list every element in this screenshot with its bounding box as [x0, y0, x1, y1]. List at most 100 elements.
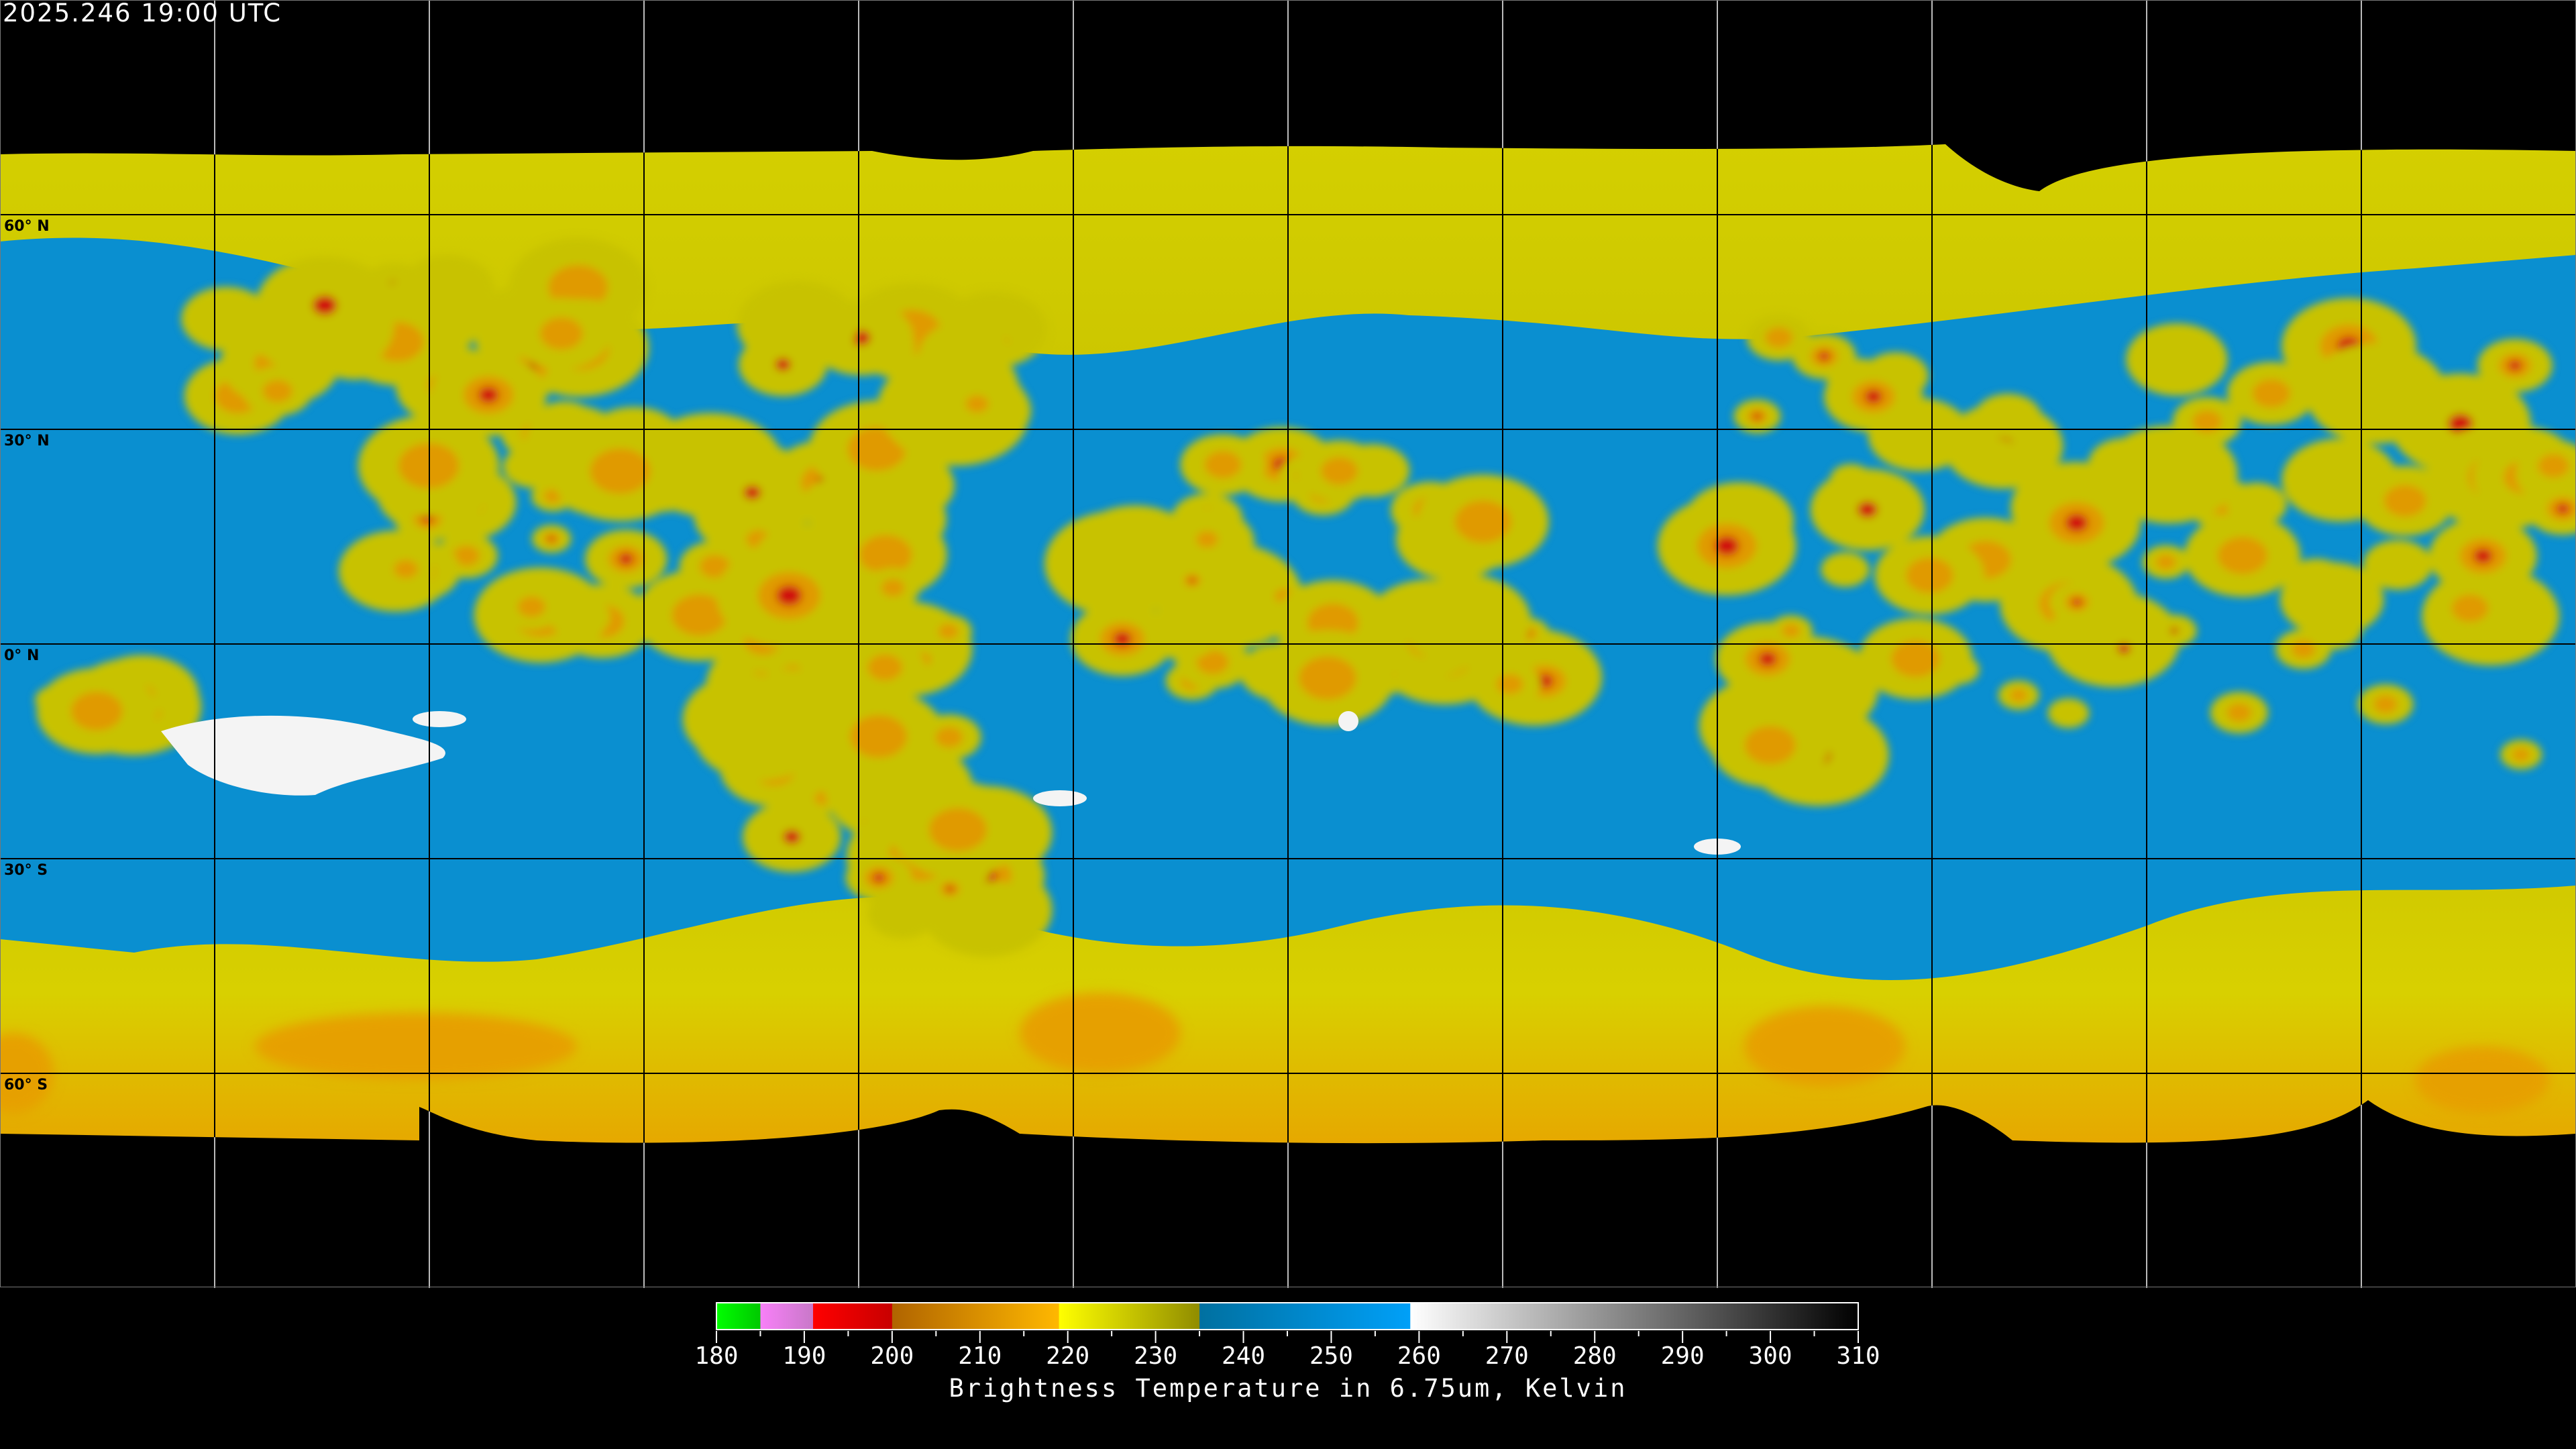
deep-convection-core	[2473, 548, 2493, 564]
lat-label-60n: 60° N	[4, 218, 50, 235]
cloud-cluster	[503, 445, 564, 488]
cold-cloud-top	[2512, 747, 2530, 761]
colorbar-segment	[760, 1303, 814, 1330]
cloud-cluster	[2047, 698, 2090, 729]
deep-convection-core	[1864, 389, 1882, 404]
deep-convection-core	[1113, 631, 1132, 647]
deep-convection-core	[1753, 413, 1762, 420]
colorbar-segment	[716, 1303, 761, 1330]
cold-cloud-top	[1299, 656, 1356, 700]
deep-convection-core	[2170, 627, 2179, 635]
deep-convection-core	[1818, 352, 1830, 361]
deep-convection-core	[743, 485, 761, 500]
cold-cloud-top	[1744, 726, 1796, 765]
cloud-cluster	[181, 286, 271, 351]
lat-label-0n: 0° N	[4, 647, 40, 664]
deep-convection-core	[1758, 651, 1777, 667]
cloud-cluster	[549, 594, 610, 639]
dry-slot-white	[1338, 711, 1358, 731]
cloud-cluster	[2226, 482, 2287, 527]
cold-region	[1020, 993, 1181, 1073]
cold-cloud-top	[1906, 557, 1953, 593]
deep-convection-core	[547, 535, 555, 542]
deep-convection-core	[619, 553, 634, 566]
cold-cloud-top	[2383, 484, 2426, 517]
cold-cloud-top	[850, 715, 908, 758]
cloud-cluster	[2279, 562, 2384, 637]
deep-convection-core	[478, 386, 499, 404]
cold-region	[2415, 1046, 2549, 1114]
cold-cloud-top	[1765, 327, 1793, 348]
colorbar: 180 190 200 210 220 230 240 250 260 270 280 290 300 3…	[694, 1302, 1880, 1370]
cloud-cluster	[1976, 439, 2019, 470]
deep-convection-core	[1714, 536, 1739, 556]
cold-cloud-top	[2252, 379, 2290, 408]
cold-region	[255, 1013, 577, 1080]
deep-convection-core	[873, 873, 885, 883]
cold-cloud-top	[2373, 695, 2398, 714]
cold-cloud-top	[2451, 594, 2489, 623]
cloud-cluster	[682, 673, 811, 765]
colorbar-tick-label: 240	[1222, 1342, 1265, 1370]
lat-label-30n: 30° N	[4, 433, 50, 449]
water-vapor-map	[0, 0, 2576, 1288]
cold-cloud-top	[1496, 674, 1523, 694]
cold-cloud-top	[847, 427, 906, 471]
cold-cloud-top	[452, 545, 480, 566]
colorbar-segment	[1059, 1303, 1200, 1330]
deep-convection-core	[2072, 598, 2082, 606]
cold-cloud-top	[881, 578, 905, 597]
cold-cloud-top	[70, 692, 123, 731]
colorbar-tick-label: 200	[870, 1342, 914, 1370]
cold-cloud-top	[928, 808, 987, 852]
cloud-cluster	[2306, 343, 2447, 444]
cold-cloud-top	[262, 380, 292, 402]
colorbar-tick-label: 250	[1309, 1342, 1353, 1370]
deep-convection-core	[1857, 501, 1878, 518]
cloud-cluster	[2126, 323, 2228, 396]
colorbar-tick-label: 210	[958, 1342, 1002, 1370]
cold-cloud-top	[1891, 640, 1940, 678]
cold-cloud-top	[935, 727, 963, 748]
colorbar-tick-label: 260	[1397, 1342, 1441, 1370]
cold-cloud-top	[1204, 451, 1242, 479]
cloud-cluster	[1401, 574, 1532, 667]
colorbar-segment	[1199, 1303, 1411, 1330]
cloud-cluster	[919, 321, 1010, 386]
cold-cloud-top	[518, 596, 545, 617]
cold-cloud-top	[965, 395, 989, 413]
lat-label-30s: 30° S	[4, 862, 48, 879]
lat-label-60s: 60° S	[4, 1077, 48, 1093]
deep-convection-core	[1189, 578, 1196, 584]
deep-convection-core	[775, 358, 791, 371]
deep-convection-core	[946, 885, 955, 892]
cloud-cluster	[1821, 552, 1870, 587]
cold-cloud-top	[1196, 531, 1218, 548]
cloud-cluster	[2363, 540, 2433, 590]
deep-convection-core	[2117, 643, 2131, 654]
colorbar-segment	[813, 1303, 893, 1330]
cold-region	[1744, 1006, 1905, 1087]
deep-convection-core	[2508, 360, 2522, 371]
cold-cloud-top	[2538, 453, 2569, 478]
cold-cloud-top	[1196, 650, 1229, 674]
cold-cloud-top	[2192, 410, 2222, 433]
colorbar-tick-label: 190	[782, 1342, 826, 1370]
dry-slot-white	[1033, 790, 1087, 806]
deep-convection-core	[312, 295, 337, 315]
dry-slot-white	[413, 711, 466, 727]
deep-convection-core	[2065, 513, 2088, 532]
cold-cloud-top	[2291, 640, 2316, 658]
colorbar-tick-label: 290	[1661, 1342, 1705, 1370]
cold-cloud-top	[590, 448, 651, 494]
colorbar-tick-label: 270	[1485, 1342, 1529, 1370]
cold-cloud-top	[2155, 554, 2176, 570]
cold-cloud-top	[2217, 537, 2267, 574]
cloud-cluster	[1145, 606, 1221, 660]
cold-cloud-top	[393, 559, 419, 578]
cold-cloud-top	[672, 594, 727, 636]
cold-cloud-top	[1321, 457, 1358, 485]
timestamp: 2025.246 19:00 UTC	[3, 0, 282, 28]
cold-cloud-top	[1782, 623, 1801, 638]
cold-cloud-top	[2010, 688, 2028, 702]
